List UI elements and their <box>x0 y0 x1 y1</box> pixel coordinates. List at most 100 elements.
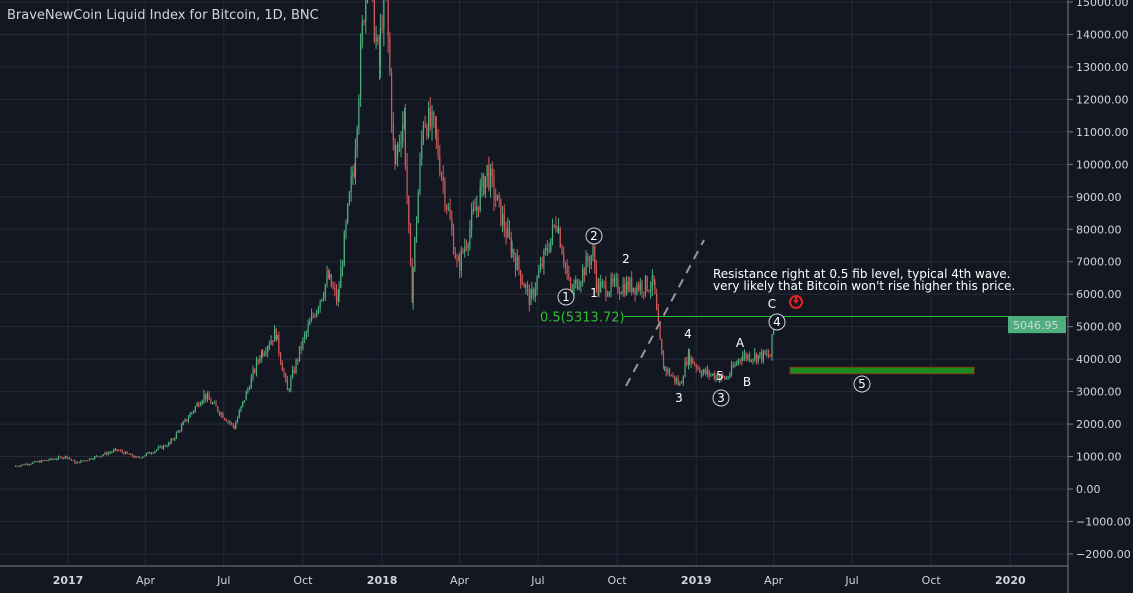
candle-body <box>154 450 156 453</box>
candle-body <box>194 406 196 411</box>
candle-body <box>304 334 306 339</box>
candle-body <box>526 285 529 289</box>
candle-body <box>276 334 278 340</box>
note-line-2: very likely that Bitcoin won't rise high… <box>713 279 1015 293</box>
candle-body <box>761 352 763 361</box>
candle-body <box>705 369 707 374</box>
candle-body <box>169 442 172 444</box>
candle-body <box>644 276 647 293</box>
candle-body <box>261 351 264 356</box>
candle-body <box>498 195 500 199</box>
candle-body <box>99 456 101 458</box>
candle-body <box>421 139 423 159</box>
candle-body <box>281 362 283 372</box>
candle-body <box>275 329 277 340</box>
chart-title: BraveNewCoin Liquid Index for Bitcoin, 1… <box>7 8 319 23</box>
candle-body <box>551 225 554 239</box>
candle-body <box>166 446 168 448</box>
candle-body <box>583 268 585 276</box>
candle-body <box>514 257 517 270</box>
candle-body <box>257 360 259 362</box>
candle-body <box>118 450 120 452</box>
candle-body <box>500 198 502 225</box>
candle-body <box>74 460 76 464</box>
candle-body <box>322 296 325 300</box>
candle-body <box>608 292 610 296</box>
candle-body <box>44 460 46 462</box>
candle-body <box>307 324 309 333</box>
wave-circle <box>712 389 730 407</box>
candle-body <box>682 377 684 383</box>
candle-body <box>128 453 130 455</box>
candle-body <box>297 359 299 361</box>
y-tick-label: 12000.00 <box>1076 93 1129 106</box>
candle-body <box>272 340 274 342</box>
candle-body <box>476 206 478 211</box>
candle-body <box>615 278 617 280</box>
candle-body <box>510 237 512 254</box>
candle-body <box>32 462 34 464</box>
candle-body <box>415 222 418 238</box>
candle-body <box>424 124 426 127</box>
candle-body <box>641 282 643 293</box>
y-tick-label: −2000.00 <box>1076 548 1131 561</box>
note-line-1: Resistance right at 0.5 fib level, typic… <box>713 267 1011 281</box>
candle-body <box>113 450 115 452</box>
y-tick-label: 0.00 <box>1076 483 1101 496</box>
candle-body <box>582 268 584 283</box>
candle-body <box>350 176 352 193</box>
candle-body <box>563 254 565 264</box>
candle-body <box>729 374 731 378</box>
candle-body <box>442 176 444 182</box>
candle-body <box>550 238 552 252</box>
candle-body <box>348 192 351 205</box>
candle-body <box>736 363 738 365</box>
candle-body <box>16 465 18 467</box>
candle-body <box>750 359 752 361</box>
candle-body <box>632 287 635 293</box>
candle-body <box>229 421 231 423</box>
candle-body <box>292 369 294 378</box>
candle-body <box>305 332 307 335</box>
candle-body <box>42 460 44 462</box>
candle-body <box>147 452 149 454</box>
candle-body <box>191 412 193 414</box>
candle-body <box>566 265 568 274</box>
y-tick-label: 5000.00 <box>1076 321 1122 334</box>
candle-body <box>561 247 563 255</box>
candle-body <box>531 289 533 293</box>
candle-body <box>489 168 492 190</box>
candle-body <box>33 461 36 463</box>
candle-body <box>211 403 214 405</box>
candle-body <box>622 284 624 294</box>
candle-body <box>208 394 210 400</box>
candle-body <box>198 403 200 407</box>
candle-body <box>69 457 71 460</box>
candle-body <box>119 450 122 452</box>
candle-body <box>395 155 397 159</box>
candle-body <box>409 224 412 266</box>
candle-body <box>734 364 736 367</box>
candle-body <box>568 273 570 279</box>
candle-body <box>39 461 41 463</box>
candle-body <box>225 419 227 422</box>
candle-body <box>314 315 316 317</box>
candle-body <box>201 400 203 404</box>
candle-body <box>458 258 460 261</box>
candle-body <box>373 0 375 42</box>
candle-body <box>174 438 176 440</box>
candle-body <box>332 286 334 288</box>
candle-body <box>279 353 282 363</box>
candle-body <box>548 251 550 253</box>
wave-circle <box>585 227 603 245</box>
candle-body <box>341 266 344 268</box>
candle-body <box>617 278 619 293</box>
candle-body <box>411 265 413 303</box>
candle-body <box>381 28 383 30</box>
candle-body <box>145 453 147 456</box>
candle-body <box>218 411 221 415</box>
candle-body <box>631 278 633 293</box>
candle-body <box>248 388 251 390</box>
candle-body <box>329 274 331 278</box>
